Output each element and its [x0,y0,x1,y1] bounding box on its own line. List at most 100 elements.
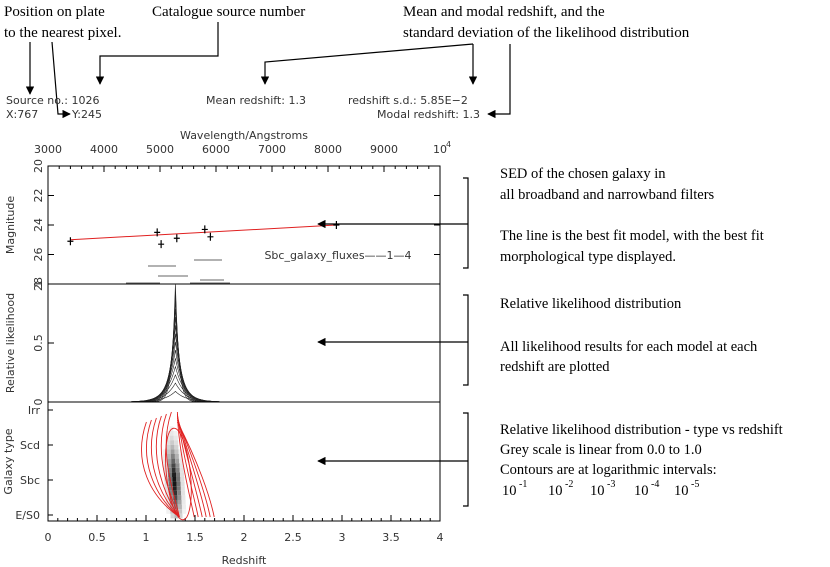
sed-x-tick-sup: 4 [446,140,451,149]
contour-level-exp: -2 [565,479,573,490]
sed-panel: 3000 4000 5000 6000 7000 8000 9000 10 4 Wavelengt… [4,129,451,291]
greyscale-cell [178,509,183,514]
contour-level-exp: -1 [519,479,527,490]
sed-frame [47,165,441,285]
greyscale-cell [173,431,178,436]
annotation-likelihood-line3: All likelihood results for each model at… [500,339,758,355]
likelihood-curve [131,358,220,402]
annotation-type-redshift: Relative likelihood distribution - type … [500,422,783,478]
greyscale-cell [174,513,179,519]
greyscale-cell [177,495,182,500]
greyscale-cell [177,500,182,505]
contour-level-base: 10 [502,483,517,499]
greyscale-cell [174,444,179,450]
likelihood-curve [131,382,220,402]
greyscale-cell [162,454,167,459]
greyscale-cell [180,481,185,487]
greyscale-cell [164,477,169,482]
likelihood-y-tick-label: 0 [32,399,45,406]
type-y-category: Irr [28,404,41,417]
greyscale-cell [179,467,184,473]
likelihood-y-label: Relative likelihood [4,293,17,393]
sed-x-tick-label: 8000 [314,143,342,156]
mean-redshift: Mean redshift: 1.3 [206,94,306,107]
sed-model-label: Sbc_galaxy_fluxes——1—4 [264,249,411,262]
bracket-type [463,412,469,507]
contour-level-base: 10 [590,483,605,499]
likelihood-y-tick-label: 0.5 [32,334,45,352]
greyscale-cell [170,454,175,459]
likelihood-panel: 0 0.5 1 Relative likelihood [4,281,441,406]
sed-data-point [154,228,161,237]
position-x: X:767 [6,108,38,121]
likelihood-curve [131,308,220,403]
sed-x-tick-label: 7000 [258,143,286,156]
type-x-label: Redshift [222,554,267,567]
greyscale-cell [166,440,171,445]
likelihood-curve [131,350,220,403]
greyscale-cell [173,504,178,510]
annotation-sed-line1: SED of the chosen galaxy in [500,166,666,182]
arrow-to-mean [260,43,474,85]
greyscale-cell [174,449,179,454]
greyscale-cell [165,504,170,510]
greyscale-cell [171,463,176,468]
type-redshift-panel: 0 0.5 1 1.5 2 2.5 3 3.5 4 Redshift E/S0 Sbc Scd Irr Ga… [2,401,444,567]
greyscale-cell [176,486,181,491]
greyscale-cell [165,431,170,436]
greyscale-cell [168,486,173,491]
sed-y-tick-label: 22 [32,189,45,203]
greyscale-cell [180,486,185,491]
arrow-to-modal [487,44,511,119]
sed-y-tick-label: 28 [32,277,45,291]
greyscale-cell [178,449,183,454]
likelihood-curve [131,374,220,402]
greyscale-cell [166,454,171,459]
sed-x-tick-label: 5000 [146,143,174,156]
greyscale-cell [166,449,171,454]
annotation-sed-line2: all broadband and narrowband filters [500,187,715,203]
greyscale-cell [169,490,174,496]
type-x-tick-label: 2.5 [284,531,302,544]
contour-level-exp: -5 [691,479,699,490]
greyscale-cell [169,426,174,431]
greyscale-cell [170,444,175,450]
sed-data-point [158,240,165,249]
contour-level-base: 10 [634,483,649,499]
greyscale-cell [171,467,176,473]
greyscale-cell [175,458,180,464]
greyscale-cell [162,449,167,454]
greyscale-cell [178,454,183,459]
greyscale-cell [167,458,172,464]
greyscale-cell [172,477,177,482]
modal-redshift: Modal redshift: 1.3 [377,108,480,121]
likelihood-contour [165,411,195,518]
greyscale-cell [181,500,186,505]
annotation-position-line1: Position on plate [4,4,105,20]
annotation-sed-line4: The line is the best fit model, with the… [500,228,764,244]
type-x-tick-label: 3.5 [382,531,400,544]
annotation-sed: SED of the chosen galaxy in all broadban… [500,166,764,265]
greyscale-cell [177,490,182,496]
sed-data-point [207,232,214,241]
redshift-sd: redshift s.d.: 5.85E−2 [348,94,468,107]
sed-y-tick-label: 20 [32,159,45,173]
annotation-type-line2: Grey scale is linear from 0.0 to 1.0 [500,442,702,458]
annotation-mean-modal-line1: Mean and modal redshift, and the [403,4,605,20]
greyscale-cell [168,472,173,477]
type-x-tick-label: 4 [437,531,444,544]
type-x-tick-label: 1.5 [186,531,204,544]
greyscale-cell [173,490,178,496]
greyscale-cell [169,431,174,436]
sed-x-tick-label: 9000 [370,143,398,156]
sed-x-tick-label: 6000 [202,143,230,156]
greyscale-cell [172,472,177,477]
likelihood-frame [47,283,441,403]
annotation-position: Position on plate to the nearest pixel. [4,4,121,41]
greyscale-cell [166,509,171,514]
greyscale-cell [170,440,175,445]
annotation-type-line1: Relative likelihood distribution - type … [500,422,783,438]
sed-x-label: Wavelength/Angstroms [180,129,308,142]
annotation-catalogue: Catalogue source number [152,4,305,20]
greyscale-cell [179,458,184,464]
